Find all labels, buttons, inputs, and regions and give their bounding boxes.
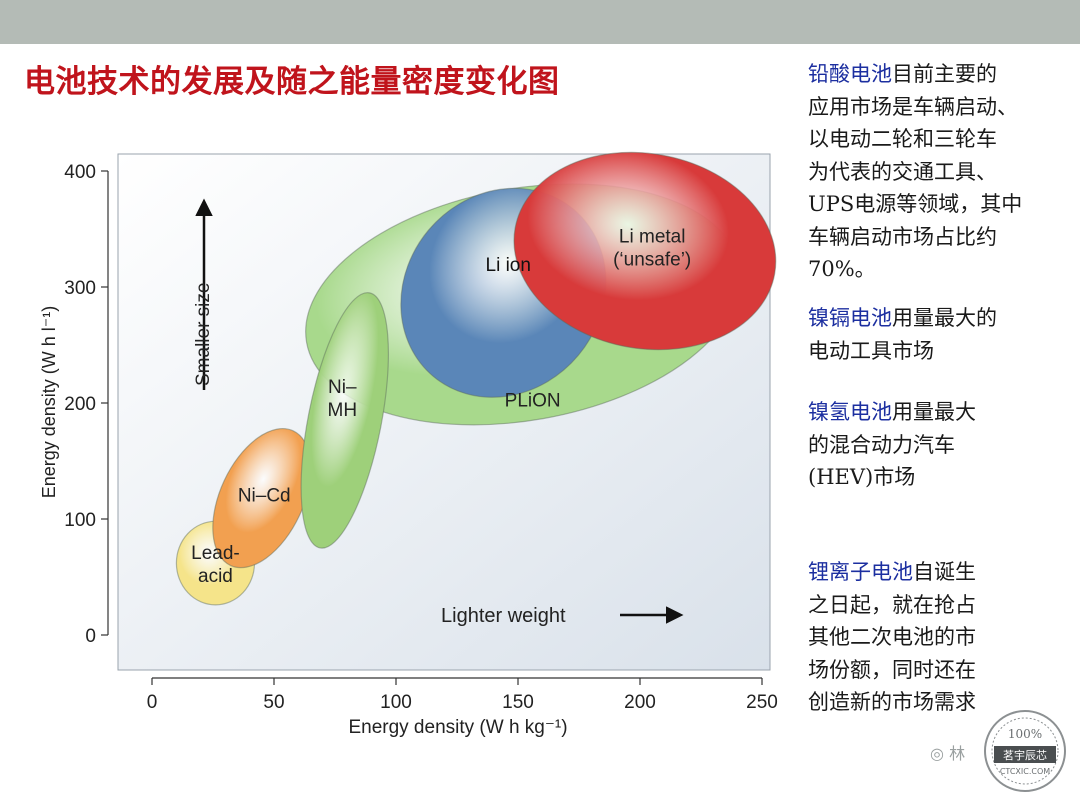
lighter-weight-label: Lighter weight (441, 605, 566, 627)
wechat-icon: ◎ (930, 744, 944, 763)
region-label: Ni– (328, 377, 357, 398)
x-tick-label: 250 (746, 692, 778, 713)
region-li-metal-unsafe (513, 151, 777, 351)
watermark-text: 林 (949, 744, 966, 763)
y-axis-label: Energy density (W h l⁻¹) (39, 306, 59, 499)
energy-density-chart: 0 50 100 150 200 250 0 100 200 300 400 Lead-acid Ni… (39, 151, 778, 738)
y-tick-label: 400 (64, 162, 96, 183)
x-tick-label: 0 (147, 692, 158, 713)
note-highlight: 镍氢电池 (808, 400, 892, 424)
note-highlight: 锂离子电池 (808, 560, 913, 584)
watermark: ◎ 林 (930, 740, 965, 764)
region-labels: Lead-acid Ni–Cd Ni–MH PLiON Li ion Li metal(‘… (191, 226, 691, 587)
note-line: 应用市场是车辆启动、 (808, 94, 1018, 119)
region-label: Ni–Cd (238, 486, 291, 507)
stamp-bottom: CTCXIC.COM (1000, 767, 1050, 776)
note-line: 之日起，就在抢占 (808, 592, 976, 617)
region-label: acid (198, 566, 233, 587)
region-label: MH (328, 400, 358, 421)
page-title: 电池技术的发展及随之能量密度变化图 (24, 64, 560, 100)
note-line: (HEV)市场 (808, 465, 916, 489)
x-tick-label: 100 (380, 692, 412, 713)
y-tick-label: 300 (64, 278, 96, 299)
note-ni-cd: 镍镉电池用量最大的 电动工具市场 (808, 302, 1068, 367)
region-label: PLiON (505, 391, 561, 412)
note-line: 场份额，同时还在 (808, 657, 976, 682)
note-line: 的混合动力汽车 (808, 432, 955, 457)
region-label: (‘unsafe’) (613, 249, 691, 270)
axes: 0 50 100 150 200 250 0 100 200 300 400 (64, 162, 778, 713)
x-tick-label: 200 (624, 692, 656, 713)
note-line: 为代表的交通工具、 (808, 159, 997, 184)
battery-regions (175, 151, 777, 606)
note-line: 电动工具市场 (808, 338, 934, 363)
smaller-size-annotation: Smaller size (193, 198, 214, 390)
x-axis-label: Energy density (W h kg⁻¹) (348, 717, 567, 738)
note-line: 目前主要的 (892, 62, 997, 86)
note-line: 其他二次电池的市 (808, 625, 976, 649)
stamp-top: 100% (1008, 727, 1042, 741)
note-line: 70%。 (808, 257, 876, 281)
region-label: Li metal (619, 226, 686, 247)
note-highlight: 镍镉电池 (808, 306, 892, 330)
stamp-logo: 100% 茗宇辰芯 CTCXIC.COM (984, 710, 1066, 792)
note-line: 用量最大的 (892, 306, 997, 330)
note-line: 创造新的市场需求 (808, 690, 976, 714)
x-tick-label: 150 (502, 692, 534, 713)
smaller-size-label: Smaller size (193, 283, 214, 386)
note-line: 自诞生 (913, 560, 976, 584)
y-tick-label: 100 (64, 510, 96, 531)
note-ni-mh: 镍氢电池用量最大 的混合动力汽车 (HEV)市场 (808, 396, 1068, 494)
stamp-middle: 茗宇辰芯 (1003, 748, 1047, 762)
region-label: Lead- (191, 543, 240, 564)
note-line: 车辆启动市场占比约 (808, 224, 997, 249)
region-ni-cd (212, 427, 312, 569)
x-tick-label: 50 (263, 692, 284, 713)
note-li-ion: 锂离子电池自诞生 之日起，就在抢占 其他二次电池的市 场份额，同时还在 创造新的… (808, 556, 1068, 719)
top-bar (0, 0, 1080, 44)
note-line: UPS电源等领域，其中 (808, 192, 1023, 216)
note-highlight: 铅酸电池 (808, 62, 892, 86)
note-line: 用量最大 (892, 400, 976, 424)
note-lead-acid: 铅酸电池目前主要的 应用市场是车辆启动、 以电动二轮和三轮车 为代表的交通工具、… (808, 58, 1068, 286)
y-tick-label: 200 (64, 394, 96, 415)
region-ni-mh (300, 292, 390, 549)
lighter-weight-annotation: Lighter weight (441, 605, 684, 627)
note-line: 以电动二轮和三轮车 (808, 127, 997, 151)
region-label: Li ion (486, 255, 531, 276)
y-tick-label: 0 (85, 626, 96, 647)
